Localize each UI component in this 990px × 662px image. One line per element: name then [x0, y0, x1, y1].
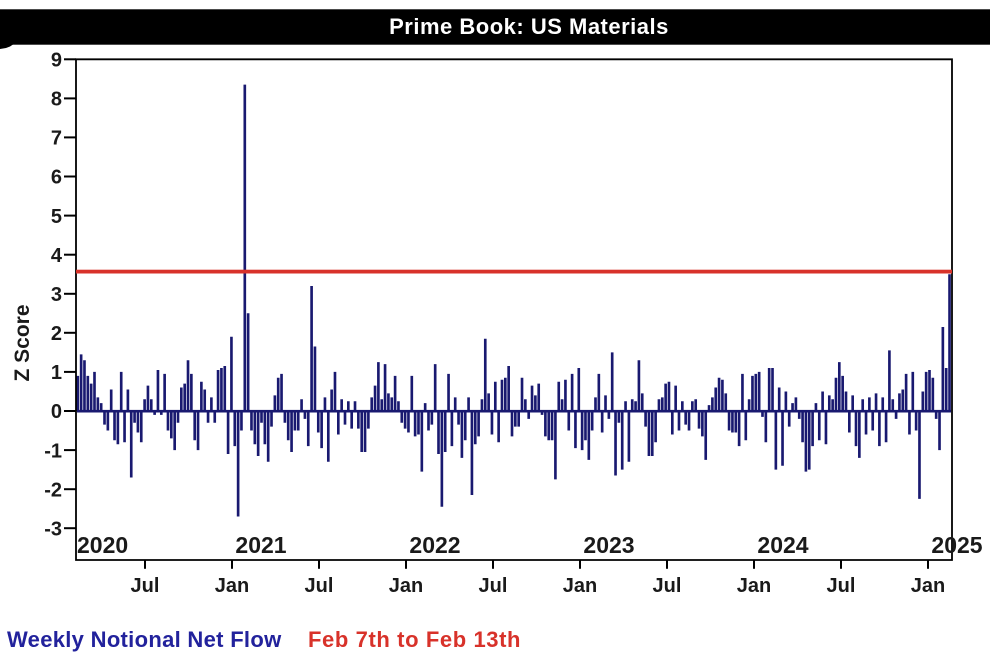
svg-text:Jan: Jan — [389, 575, 423, 597]
svg-text:Weekly Notional Net Flow: Weekly Notional Net Flow — [7, 627, 282, 652]
svg-text:1: 1 — [51, 362, 62, 384]
svg-text:2023: 2023 — [583, 532, 634, 558]
svg-text:6: 6 — [51, 167, 62, 189]
svg-text:Jan: Jan — [911, 575, 945, 597]
svg-text:2: 2 — [51, 323, 62, 345]
svg-text:Z Score: Z Score — [11, 304, 34, 381]
svg-text:7: 7 — [51, 128, 62, 150]
svg-text:Jul: Jul — [131, 575, 160, 597]
svg-text:Jul: Jul — [479, 575, 508, 597]
svg-text:Jan: Jan — [737, 575, 771, 597]
svg-text:Feb 7th to Feb 13th: Feb 7th to Feb 13th — [308, 627, 521, 652]
svg-text:0: 0 — [51, 401, 62, 423]
svg-text:2020: 2020 — [77, 532, 128, 558]
svg-text:9: 9 — [51, 50, 62, 72]
svg-text:5: 5 — [51, 206, 62, 228]
svg-text:Jul: Jul — [827, 575, 856, 597]
svg-text:2021: 2021 — [235, 532, 286, 558]
svg-text:2022: 2022 — [409, 532, 460, 558]
svg-text:Jan: Jan — [563, 575, 597, 597]
svg-text:-1: -1 — [44, 440, 62, 462]
svg-text:Jul: Jul — [305, 575, 334, 597]
svg-text:2024: 2024 — [757, 532, 808, 558]
svg-text:Jan: Jan — [215, 575, 249, 597]
svg-text:Jul: Jul — [653, 575, 682, 597]
svg-text:Prime Book: US Materials: Prime Book: US Materials — [389, 14, 669, 39]
svg-text:8: 8 — [51, 89, 62, 111]
svg-text:-3: -3 — [44, 518, 62, 540]
svg-text:2025: 2025 — [931, 532, 982, 558]
svg-text:3: 3 — [51, 284, 62, 306]
svg-text:-2: -2 — [44, 479, 62, 501]
svg-text:4: 4 — [51, 245, 63, 267]
